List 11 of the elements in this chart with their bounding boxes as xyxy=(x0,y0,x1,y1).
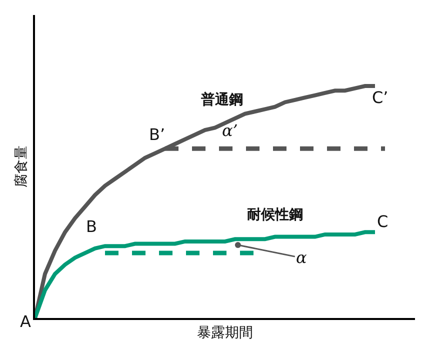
annotation: B xyxy=(86,217,97,236)
x-axis-title: 暴露期間 xyxy=(197,324,253,341)
annotation: α xyxy=(296,248,307,267)
annotation: B’ xyxy=(149,125,166,144)
series-label: 耐候性鋼 xyxy=(247,207,303,223)
annotation: C xyxy=(377,212,388,231)
series-label: 普通鋼 xyxy=(200,91,243,108)
annotation: C’ xyxy=(372,88,388,107)
text: A xyxy=(20,312,31,331)
y-axis-title: 腐食量 xyxy=(13,146,30,188)
annotation: α’ xyxy=(222,121,238,140)
